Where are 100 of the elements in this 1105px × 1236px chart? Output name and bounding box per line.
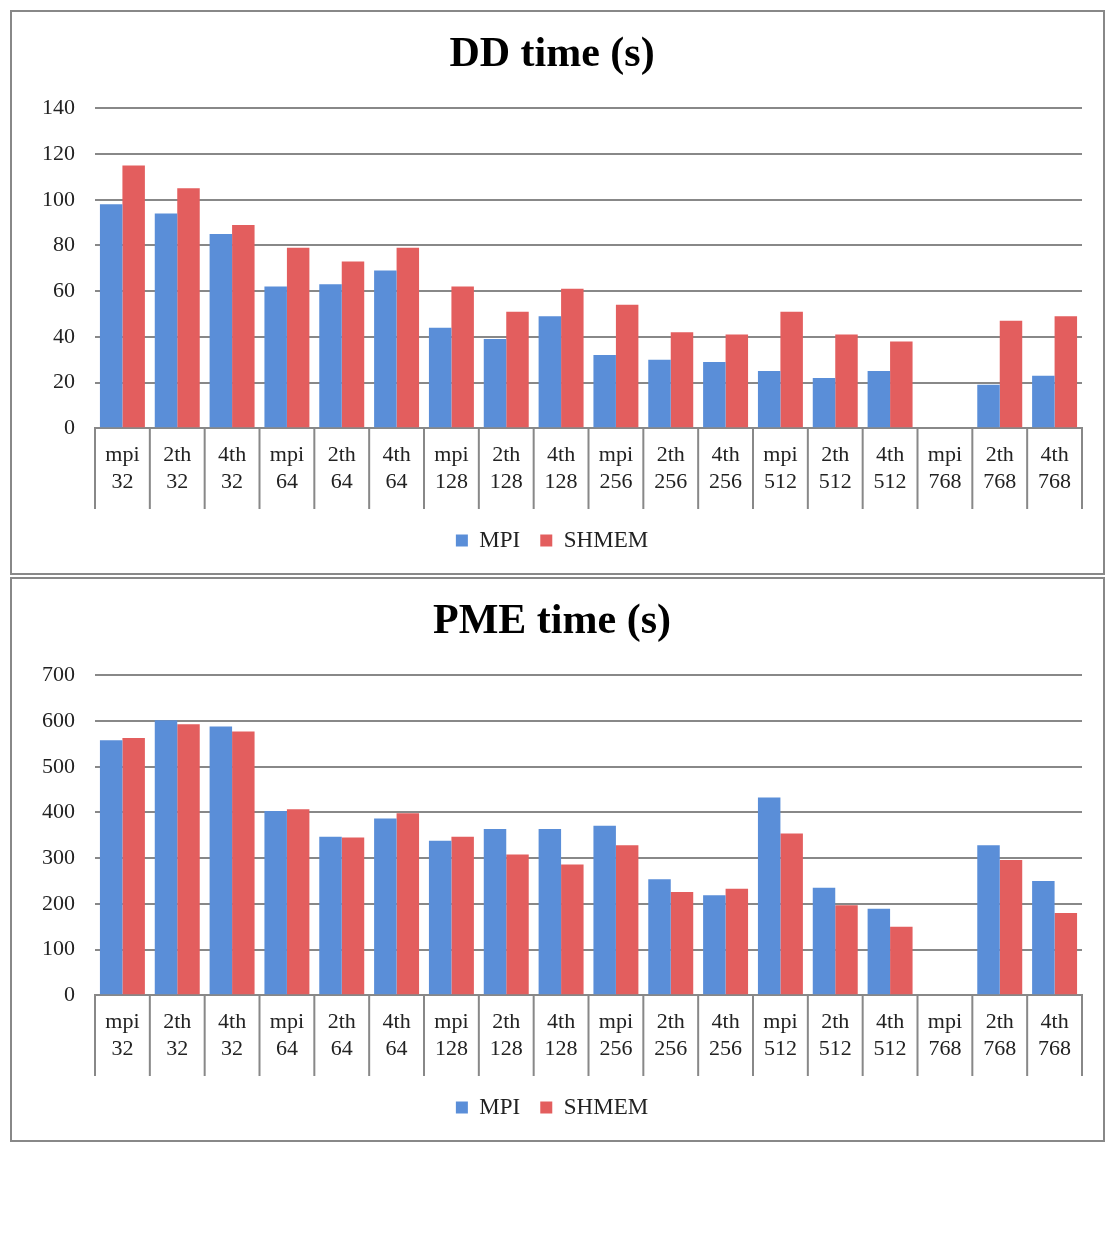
bar (154, 213, 178, 428)
x-tick-label: 2th 64 (327, 441, 356, 493)
x-tick-label: mpi 256 (598, 441, 634, 493)
x-tick-label: 2th 128 (489, 1008, 523, 1060)
x-tick-label: mpi 768 (927, 1008, 963, 1060)
x-tick-label: mpi 128 (434, 441, 469, 493)
bar (561, 864, 584, 995)
bar (835, 905, 858, 995)
bar (177, 188, 200, 428)
y-tick-label: 40 (53, 322, 75, 348)
bar (122, 165, 145, 428)
bar (780, 311, 803, 428)
bar (1054, 912, 1078, 995)
bar (703, 361, 726, 428)
chart-title: DD time (s) (449, 29, 655, 77)
x-tick-label: mpi 32 (105, 1008, 140, 1060)
bar (374, 270, 397, 428)
x-tick-label: 2th 256 (654, 441, 688, 493)
x-tick-label: 4th 512 (873, 1008, 907, 1060)
bar (1054, 316, 1078, 428)
x-tick-label: 4th 768 (1038, 441, 1072, 493)
bar (648, 359, 671, 428)
y-tick-label: 20 (53, 368, 75, 394)
legend-label: SHMEM (563, 526, 649, 552)
x-tick-label: mpi 32 (105, 441, 140, 493)
y-tick-label: 100 (42, 185, 75, 211)
x-tick-label: 4th 768 (1038, 1008, 1072, 1060)
y-tick-label: 100 (42, 935, 75, 961)
x-tick-label: 2th 768 (983, 441, 1017, 493)
bar (703, 895, 726, 995)
x-tick-label: 2th 256 (654, 1008, 688, 1060)
legend-label: MPI (479, 526, 521, 552)
bar (538, 828, 562, 995)
bar (264, 811, 287, 995)
bar (506, 311, 529, 428)
bar (154, 720, 178, 995)
x-tick-label: 4th 256 (709, 441, 743, 493)
y-tick-label: 0 (64, 980, 75, 1006)
bar (286, 247, 310, 428)
bar (483, 339, 507, 428)
x-tick-label: mpi 512 (763, 1008, 798, 1060)
bar (593, 355, 616, 428)
x-tick-label: 2th 128 (489, 441, 523, 493)
bar (615, 845, 639, 995)
x-tick-label: 4th 128 (544, 1008, 578, 1060)
bar (232, 224, 255, 428)
y-tick-label: 60 (53, 276, 75, 302)
bar (648, 879, 671, 995)
bar (1032, 375, 1055, 428)
bar (483, 828, 507, 995)
x-tick-label: 2th 32 (163, 1008, 192, 1060)
x-tick-label: 2th 32 (163, 441, 192, 493)
bar (999, 320, 1023, 428)
bar (977, 845, 1000, 995)
bar (319, 836, 342, 995)
bar (670, 332, 694, 428)
bar (757, 797, 781, 995)
x-tick-label: mpi 768 (927, 441, 963, 493)
bar (890, 926, 913, 995)
bar (615, 304, 639, 428)
x-tick-label: 2th 512 (818, 1008, 852, 1060)
bar (232, 731, 255, 995)
x-tick-label: mpi 64 (269, 441, 305, 493)
x-tick-label: 4th 32 (218, 1008, 247, 1060)
x-tick-label: mpi 512 (763, 441, 798, 493)
bar (396, 813, 420, 995)
y-tick-label: 600 (42, 706, 75, 732)
y-tick-label: 200 (42, 889, 75, 915)
y-tick-label: 400 (42, 798, 75, 824)
bar (780, 833, 803, 995)
legend-label: MPI (479, 1093, 521, 1119)
y-tick-label: 700 (42, 661, 75, 687)
bar (99, 204, 123, 428)
bar (428, 327, 452, 428)
y-tick-label: 140 (42, 94, 75, 120)
y-tick-label: 0 (64, 413, 75, 439)
x-tick-label: 4th 64 (382, 1008, 411, 1060)
x-tick-label: 4th 32 (218, 441, 247, 493)
bar (374, 818, 397, 995)
x-tick-label: mpi 128 (434, 1008, 469, 1060)
bar (341, 261, 365, 428)
y-tick-label: 80 (53, 231, 75, 257)
x-tick-label: mpi 256 (598, 1008, 634, 1060)
legend-label: SHMEM (563, 1093, 649, 1119)
bar (506, 854, 529, 995)
y-tick-label: 300 (42, 843, 75, 869)
bar (209, 726, 233, 995)
bar (428, 840, 452, 995)
x-tick-label: 4th 256 (709, 1008, 743, 1060)
y-tick-label: 500 (42, 752, 75, 778)
bar (561, 288, 584, 428)
bar (890, 341, 913, 428)
bar (122, 737, 145, 995)
bar (725, 334, 749, 428)
bar (593, 825, 616, 995)
bar (725, 888, 749, 995)
bar (867, 908, 891, 995)
chart-title: PME time (s) (433, 596, 671, 644)
bar (286, 809, 310, 995)
x-tick-label: mpi 64 (269, 1008, 305, 1060)
